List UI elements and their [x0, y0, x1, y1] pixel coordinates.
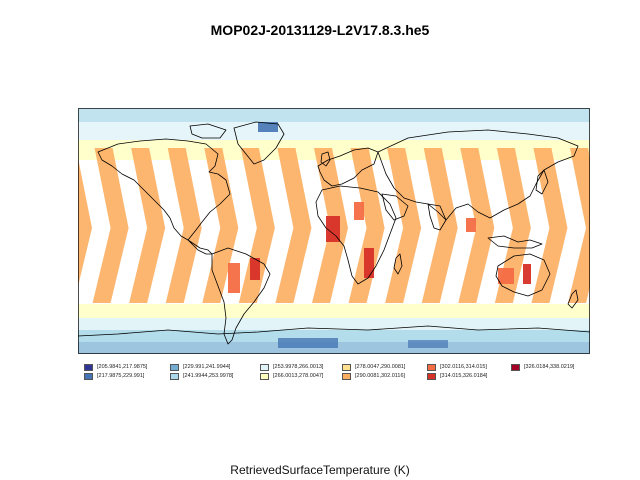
- legend-item: [314.015,326.0184]: [427, 371, 487, 381]
- data-band: [523, 264, 531, 284]
- legend-item: [290.0081,302.0116]: [342, 371, 405, 381]
- coastline-india: [427, 203, 447, 231]
- orbit-swath: [165, 148, 202, 303]
- legend-swatch: [170, 372, 179, 380]
- legend-item: [241.9944,253.9978]: [170, 371, 233, 381]
- temperature-map-svg: [78, 108, 590, 354]
- coastline-australia: [495, 253, 551, 297]
- legend-item: [217.9875,229.991]: [84, 371, 144, 381]
- legend-label: [229.991,241.9944]: [183, 364, 231, 370]
- legend-label: [266.0013,278.0047]: [273, 373, 324, 379]
- data-band: [498, 268, 514, 284]
- coastline-europe: [317, 147, 379, 187]
- legend-label: [278.0047,290.0081]: [355, 364, 406, 370]
- retrieval-swaths: [78, 108, 590, 354]
- coastline-uk: [320, 151, 331, 167]
- legend-swatch: [342, 363, 351, 371]
- legend-swatch: [511, 363, 520, 371]
- orbit-swath: [92, 148, 129, 303]
- legend-swatch: [260, 363, 269, 371]
- color-legend: [205.9841,217.9875] [217.9875,229.991] [22…: [84, 362, 604, 386]
- legend-item: [278.0047,290.0081]: [342, 362, 405, 372]
- data-band: [228, 263, 240, 293]
- legend-label: [326.0184,338.0219]: [524, 364, 575, 370]
- legend-swatch: [342, 372, 351, 380]
- legend-swatch: [170, 363, 179, 371]
- legend-label: [314.015,326.0184]: [440, 373, 488, 379]
- orbit-swath: [385, 148, 422, 303]
- legend-item: [266.0013,278.0047]: [260, 371, 323, 381]
- legend-item: [302.0116,314.015]: [427, 362, 487, 372]
- data-band: [78, 122, 590, 140]
- orbit-swath: [275, 148, 312, 303]
- legend-label: [205.9841,217.9875]: [97, 364, 148, 370]
- coastline-africa: [315, 185, 397, 285]
- coastline-arabia: [381, 193, 409, 221]
- legend-swatch: [260, 372, 269, 380]
- orbit-swath: [531, 148, 568, 303]
- legend-label: [290.0081,302.0116]: [355, 373, 406, 379]
- legend-swatch: [84, 363, 93, 371]
- coastline-asia: [377, 129, 579, 221]
- legend-label: [253.9978,266.0013]: [273, 364, 324, 370]
- legend-label: [217.9875,229.991]: [97, 373, 145, 379]
- orbit-swath: [458, 148, 495, 303]
- data-band: [78, 304, 590, 318]
- coastline-north-america: [97, 138, 231, 241]
- orbit-swath: [78, 158, 92, 287]
- map-frame: [78, 108, 590, 354]
- legend-label: [241.9944,253.9978]: [183, 373, 234, 379]
- legend-item: [253.9978,266.0013]: [260, 362, 323, 372]
- coastline-madagascar: [393, 253, 403, 275]
- coastline-antarctica: [78, 325, 590, 337]
- data-band: [78, 318, 590, 330]
- coastline-central-america: [187, 239, 213, 255]
- coastline-south-america: [211, 247, 271, 345]
- legend-item: [205.9841,217.9875]: [84, 362, 147, 372]
- legend-item: [326.0184,338.0219]: [511, 362, 574, 372]
- data-band: [78, 108, 590, 122]
- legend-swatch: [84, 372, 93, 380]
- coastline-new-zealand: [567, 289, 579, 309]
- data-band: [466, 218, 476, 232]
- orbit-swath: [568, 148, 590, 303]
- orbit-swath: [494, 148, 531, 303]
- data-band: [408, 340, 448, 348]
- orbit-swath: [129, 148, 166, 303]
- data-band: [364, 248, 374, 278]
- legend-swatch: [427, 363, 436, 371]
- coastline-arctic-islands: [189, 123, 227, 139]
- orbit-swath: [238, 148, 275, 303]
- coastline-greenland: [233, 121, 285, 165]
- orbit-swath: [348, 148, 385, 303]
- coastlines: [78, 121, 590, 345]
- data-band: [326, 216, 340, 242]
- coastline-indonesia: [487, 235, 543, 249]
- data-band: [258, 122, 278, 132]
- legend-label: [302.0116,314.015]: [440, 364, 487, 370]
- x-axis-label: RetrievedSurfaceTemperature (K): [230, 463, 410, 477]
- orbit-swath: [421, 148, 458, 303]
- data-band: [354, 202, 364, 220]
- plot-title: MOP02J-20131129-L2V17.8.3.he5: [210, 22, 430, 38]
- legend-swatch: [427, 372, 436, 380]
- world-map: [78, 108, 590, 354]
- legend-item: [229.991,241.9944]: [170, 362, 230, 372]
- coastline-japan: [535, 169, 549, 195]
- data-band: [250, 258, 260, 280]
- data-band: [278, 338, 338, 348]
